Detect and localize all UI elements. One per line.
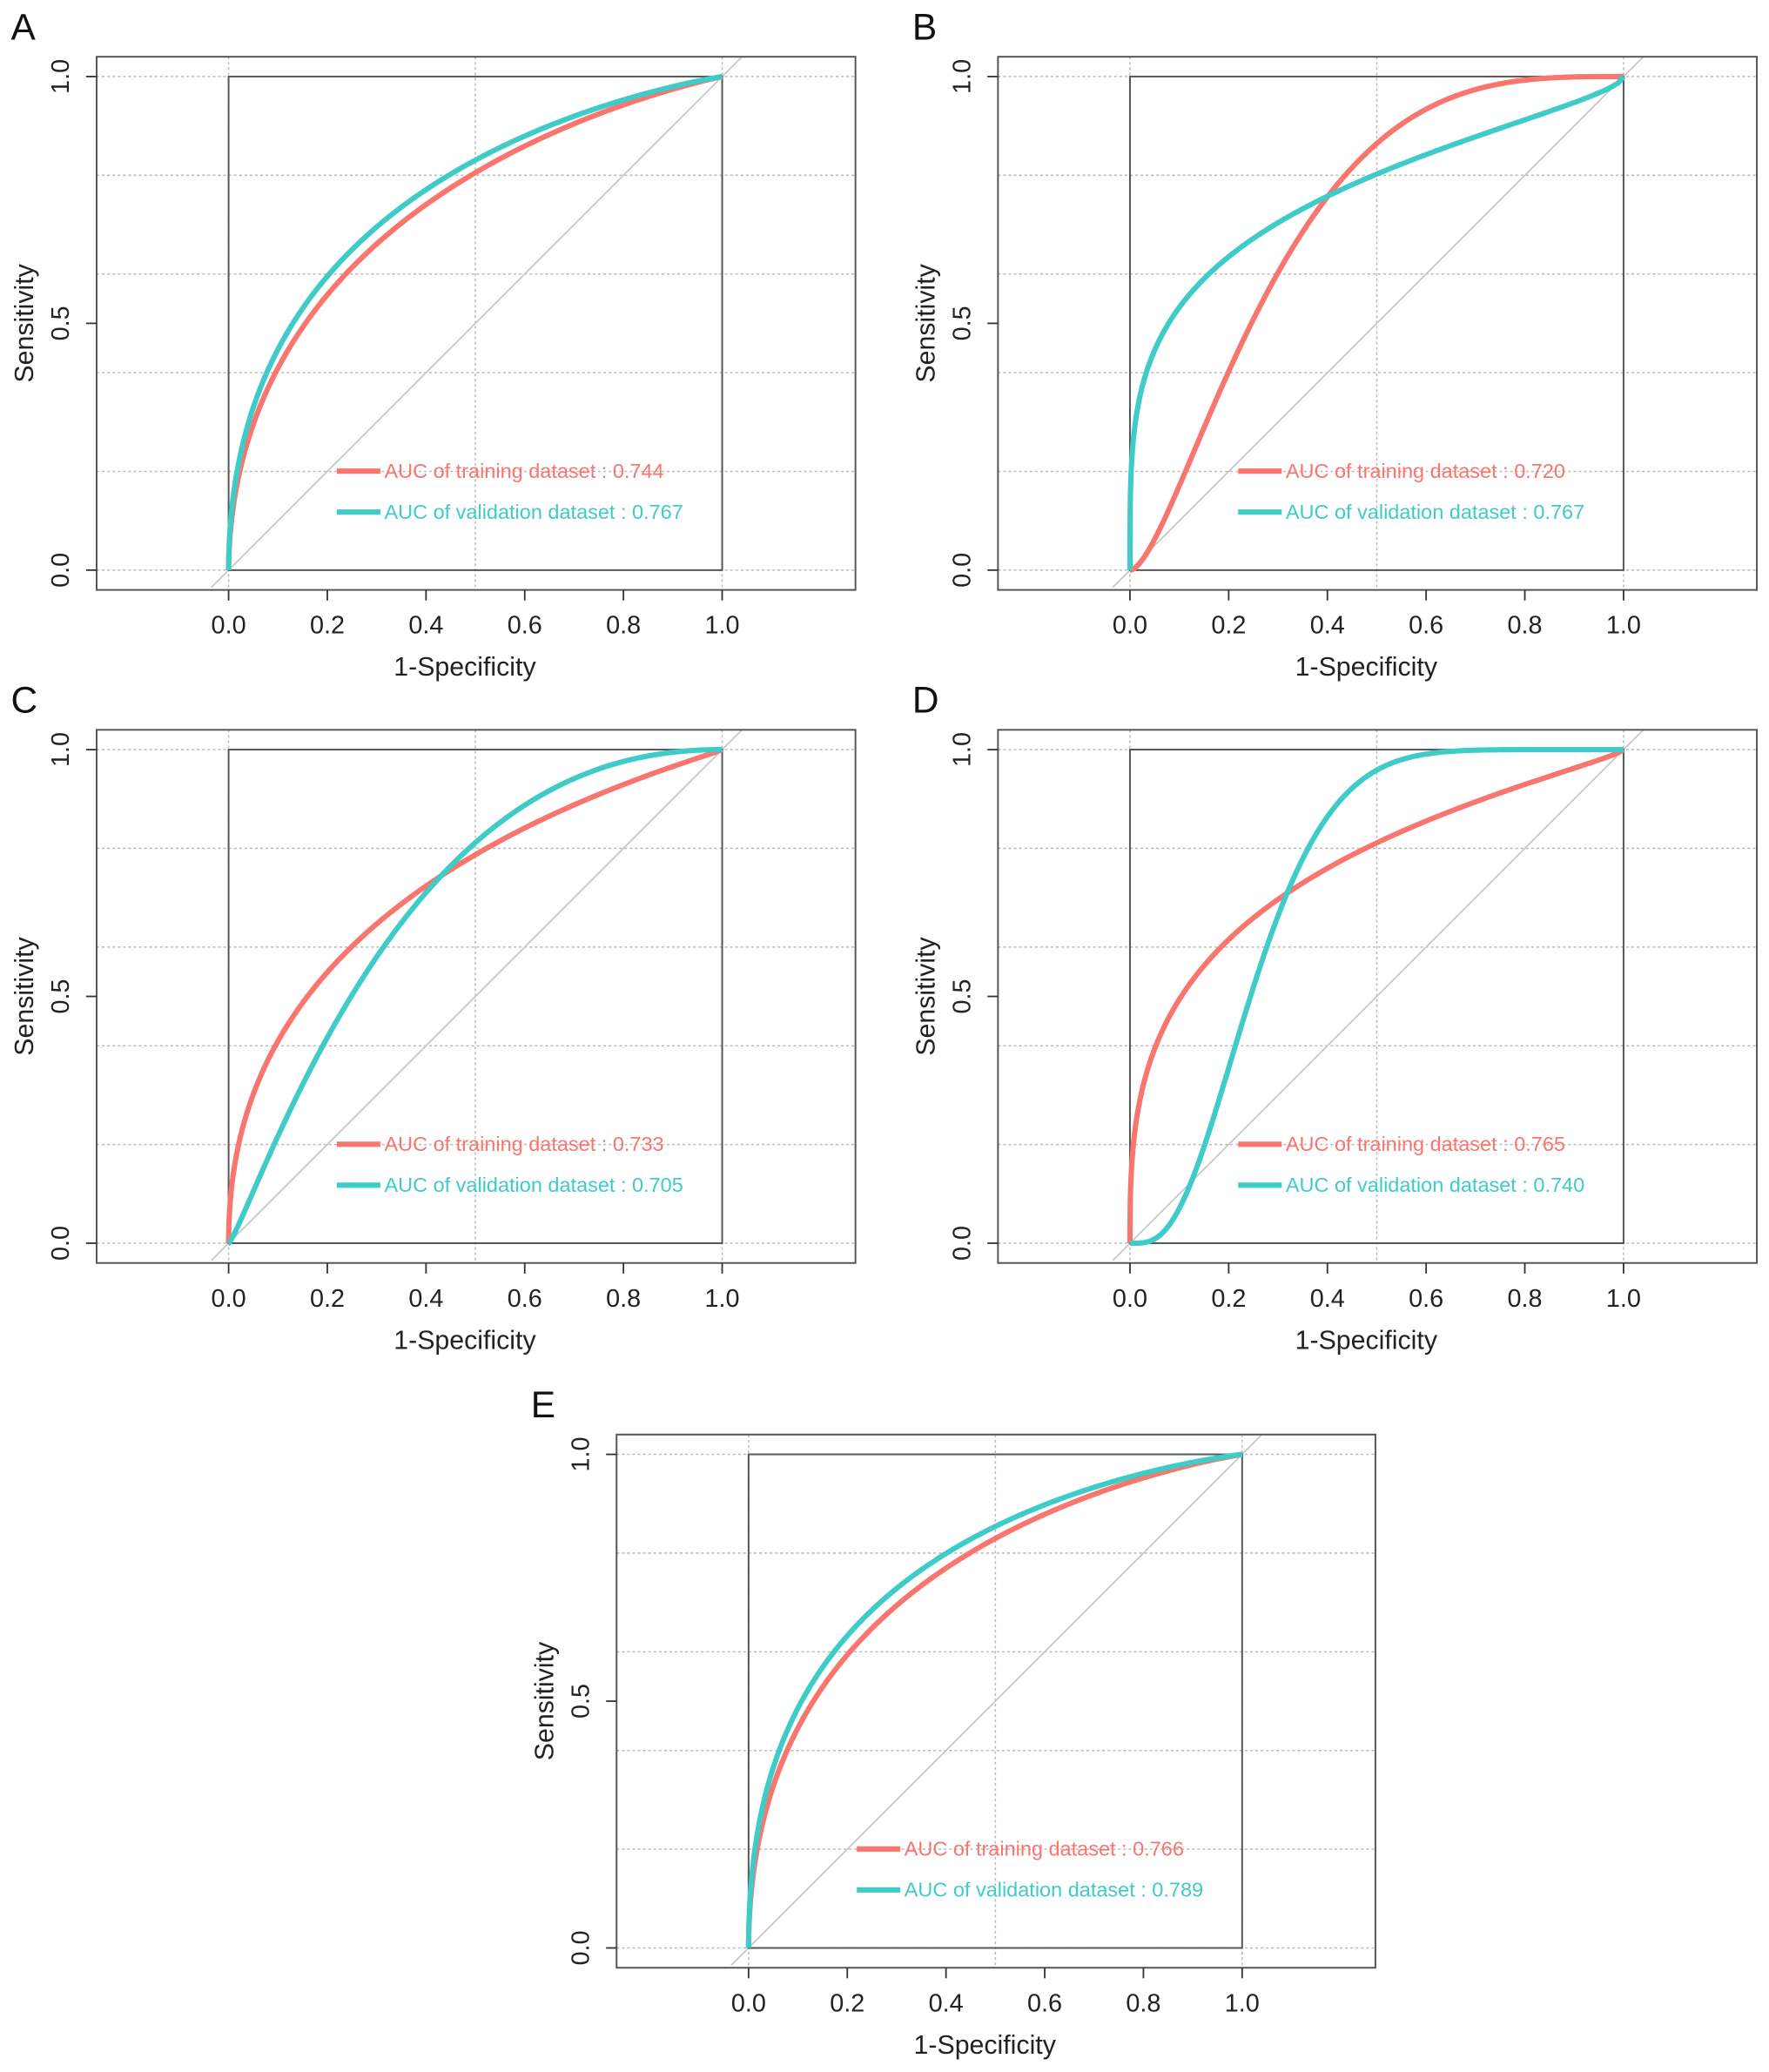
validation-legend-label: AUC of validation dataset : 0.705 (384, 1174, 683, 1196)
y-tick-label: 0.5 (949, 306, 977, 340)
x-tick-label: 0.4 (1310, 612, 1345, 640)
chance-diagonal (211, 56, 743, 589)
x-tick-label: 0.4 (408, 612, 443, 640)
data-region-frame (1128, 75, 1624, 571)
chance-diagonal (211, 729, 743, 1261)
y-tick-label: 0.0 (567, 1930, 595, 1965)
validation-roc-curve (1127, 74, 1626, 570)
x-tick-label: 0.2 (1211, 1285, 1246, 1313)
training-roc-curve (1127, 73, 1624, 573)
x-axis-label: 1-Specificity (1295, 653, 1438, 682)
y-tick-label: 0.5 (47, 306, 75, 340)
roc-panel-b: B 0.0 0.2 0.4 0.6 0.8 1.0 0.0 0.5 1.0 1-Specificit… (912, 6, 1759, 682)
panel-label: E (531, 1384, 555, 1425)
x-tick-label: 0.8 (1508, 612, 1543, 640)
y-tick-label: 0.0 (949, 553, 977, 588)
panel-label: C (10, 680, 37, 721)
x-axis-label: 1-Specificity (1295, 1326, 1438, 1355)
x-tick-label: 0.4 (1310, 1285, 1345, 1313)
x-tick-label: 0.0 (1113, 1285, 1147, 1313)
x-tick-label: 0.6 (508, 612, 542, 640)
validation-legend-label: AUC of validation dataset : 0.767 (384, 501, 683, 523)
panel-label: A (10, 6, 36, 47)
x-tick-label: 0.0 (1113, 612, 1147, 640)
roc-panel-d: D 0.0 0.2 0.4 0.6 0.8 1.0 0.0 0.5 1.0 1-Specificit… (912, 680, 1759, 1355)
training-roc-curve (1127, 747, 1625, 1243)
y-tick-label: 1.0 (567, 1437, 595, 1472)
y-axis-label: Sensitivity (10, 263, 39, 382)
chance-diagonal (730, 1434, 1263, 1966)
validation-roc-curve (1127, 747, 1624, 1247)
x-tick-label: 0.4 (408, 1285, 443, 1313)
y-tick-label: 0.5 (949, 979, 977, 1013)
y-axis-label: Sensitivity (10, 936, 39, 1055)
validation-roc-curve (225, 73, 723, 571)
validation-roc-curve (225, 747, 723, 1247)
data-region-frame (1128, 749, 1624, 1244)
y-tick-label: 0.0 (949, 1226, 977, 1261)
x-tick-label: 0.8 (606, 612, 641, 640)
training-legend-label: AUC of training dataset : 0.720 (1286, 460, 1565, 482)
x-tick-label: 0.4 (929, 1989, 964, 2017)
validation-legend-label: AUC of validation dataset : 0.740 (1286, 1174, 1584, 1196)
roc-panel-e: E 0.0 0.2 0.4 0.6 0.8 1.0 0.0 0.5 1.0 1-Specificit… (531, 1384, 1376, 2060)
x-tick-label: 1.0 (1606, 1285, 1641, 1313)
y-axis-label: Sensitivity (912, 936, 941, 1055)
data-region-frame (747, 1453, 1243, 1949)
training-legend-label: AUC of training dataset : 0.744 (384, 460, 663, 482)
panel-label: D (912, 680, 939, 721)
training-legend-label: AUC of training dataset : 0.766 (905, 1837, 1184, 1860)
validation-legend-label: AUC of validation dataset : 0.789 (905, 1878, 1203, 1900)
chance-diagonal (1112, 729, 1645, 1261)
x-tick-label: 0.0 (212, 1285, 246, 1313)
training-legend-label: AUC of training dataset : 0.733 (384, 1133, 663, 1155)
chance-diagonal (1112, 56, 1645, 589)
x-tick-label: 1.0 (1225, 1989, 1260, 2017)
x-axis-label: 1-Specificity (914, 2031, 1057, 2060)
x-axis-label: 1-Specificity (393, 653, 536, 682)
x-tick-label: 0.6 (1409, 612, 1443, 640)
y-tick-label: 1.0 (949, 732, 977, 767)
x-tick-label: 0.8 (606, 1285, 641, 1313)
x-tick-label: 1.0 (705, 1285, 740, 1313)
x-tick-label: 0.0 (212, 612, 246, 640)
x-axis-label: 1-Specificity (393, 1326, 536, 1355)
x-tick-label: 0.2 (310, 612, 345, 640)
roc-panel-a: A 0.0 0.2 0.4 0.6 0.8 1.0 0.0 0.5 1.0 1-Specificit… (10, 6, 857, 682)
x-tick-label: 0.0 (731, 1989, 766, 2017)
y-tick-label: 1.0 (47, 732, 75, 767)
y-axis-label: Sensitivity (912, 263, 941, 382)
y-tick-label: 0.0 (47, 1226, 75, 1261)
x-tick-label: 1.0 (705, 612, 740, 640)
validation-legend-label: AUC of validation dataset : 0.767 (1286, 501, 1584, 523)
y-tick-label: 0.5 (47, 979, 75, 1013)
y-tick-label: 1.0 (47, 59, 75, 94)
x-tick-label: 0.8 (1508, 1285, 1543, 1313)
y-tick-label: 0.0 (47, 553, 75, 588)
roc-panel-c: C 0.0 0.2 0.4 0.6 0.8 1.0 0.0 0.5 1.0 1-Specificit… (10, 680, 857, 1355)
panel-label: B (912, 6, 937, 47)
x-tick-label: 0.2 (1211, 612, 1246, 640)
training-roc-curve (225, 747, 723, 1244)
x-tick-label: 0.2 (310, 1285, 345, 1313)
y-tick-label: 0.5 (567, 1684, 595, 1719)
y-axis-label: Sensitivity (531, 1641, 560, 1760)
y-tick-label: 1.0 (949, 59, 977, 94)
x-tick-label: 0.6 (1409, 1285, 1443, 1313)
x-tick-label: 0.2 (830, 1989, 864, 2017)
x-tick-label: 0.8 (1126, 1989, 1160, 2017)
x-tick-label: 1.0 (1606, 612, 1641, 640)
validation-roc-curve (745, 1451, 1243, 1948)
data-region-frame (227, 75, 723, 571)
data-region-frame (227, 749, 723, 1244)
x-tick-label: 0.6 (1027, 1989, 1062, 2017)
x-tick-label: 0.6 (508, 1285, 542, 1313)
training-legend-label: AUC of training dataset : 0.765 (1286, 1133, 1565, 1155)
